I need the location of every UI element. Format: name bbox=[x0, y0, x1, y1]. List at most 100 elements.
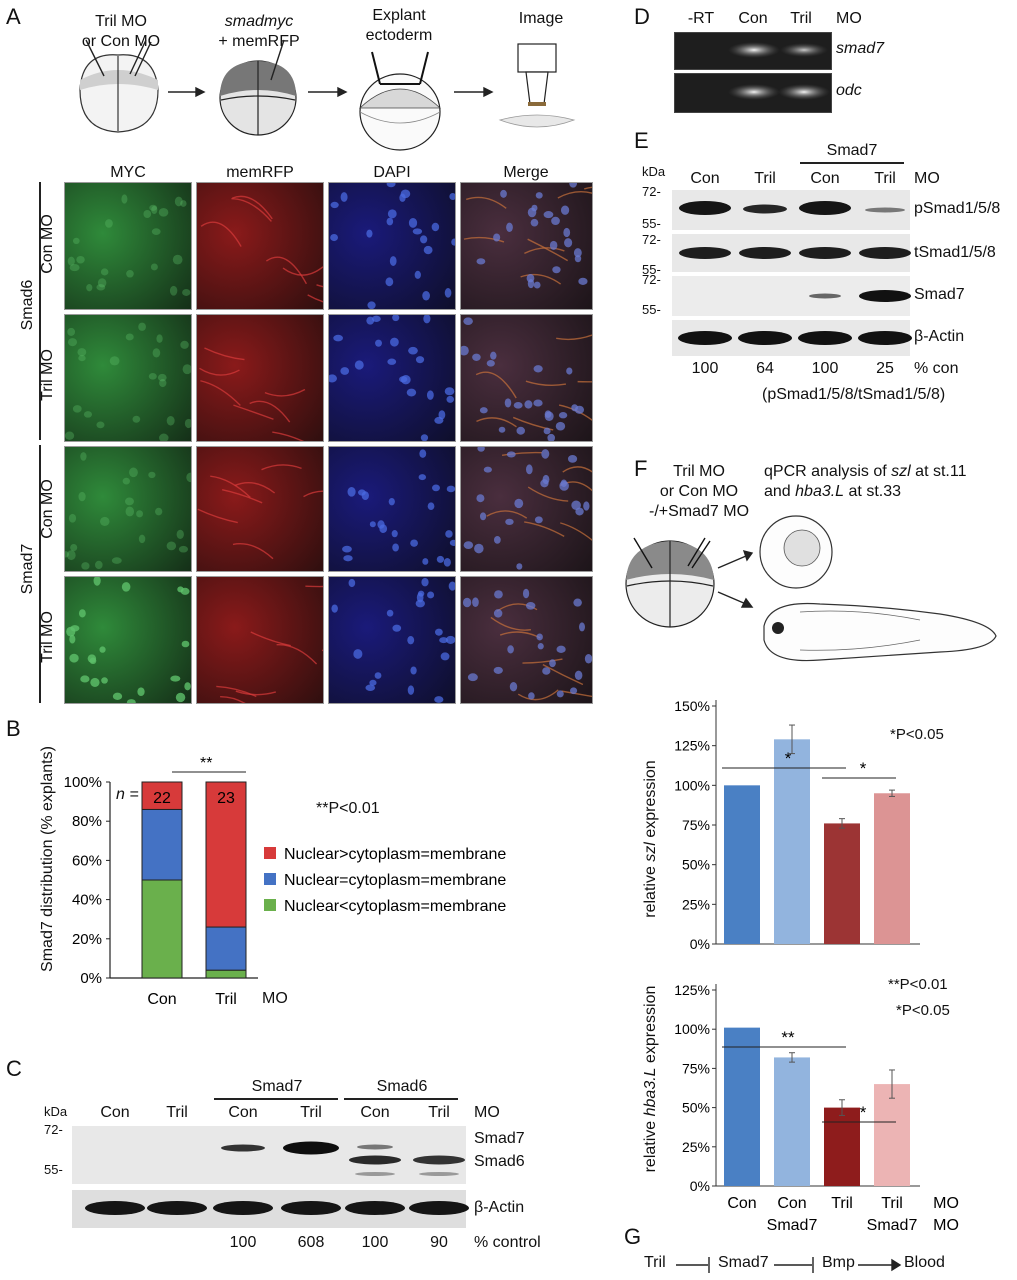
c-loading-label: β-Actin bbox=[474, 1199, 525, 1216]
step4-label: Image bbox=[518, 10, 564, 27]
c-group-smad6: Smad6 bbox=[376, 1078, 428, 1095]
e-marker-4: 55- bbox=[642, 262, 661, 277]
f2-xlabel-row1: Tril bbox=[831, 1195, 853, 1212]
micrograph-smad7-tril-dapi bbox=[328, 576, 456, 704]
c-kda: kDa bbox=[44, 1104, 68, 1119]
micrograph-smad6-con-memrfp bbox=[196, 182, 324, 310]
d-band-smad7-con bbox=[728, 42, 780, 58]
c-bracket-smad7 bbox=[214, 1098, 338, 1100]
b-ytick-label: 80% bbox=[72, 813, 102, 830]
e-band-label-smad7: Smad7 bbox=[914, 286, 965, 303]
e-band-psmad-1 bbox=[679, 201, 731, 215]
e-band-actin-4 bbox=[858, 331, 912, 345]
c-marker-72: 72- bbox=[44, 1122, 63, 1137]
e-band-actin-2 bbox=[738, 331, 792, 345]
c-quant-2: 608 bbox=[297, 1234, 325, 1251]
c-lane-4: Tril bbox=[300, 1104, 322, 1121]
f1-bar bbox=[724, 785, 760, 944]
micrograph-smad6-tril-myc bbox=[64, 314, 192, 442]
e-marker-2: 55- bbox=[642, 216, 661, 231]
panel-label-b: B bbox=[6, 716, 21, 741]
micrograph-smad7-tril-myc bbox=[64, 576, 192, 704]
b-ytick-label: 40% bbox=[72, 892, 102, 909]
two-cell-embryo-icon bbox=[79, 39, 159, 133]
f2-sig-mark: * bbox=[860, 1103, 867, 1122]
e-marker-6: 55- bbox=[642, 302, 661, 317]
c-band-smad7-lane4 bbox=[283, 1141, 339, 1155]
c-quant-1: 100 bbox=[229, 1234, 257, 1251]
b-bar-segment bbox=[205, 781, 247, 928]
f2-ytick-label: 50% bbox=[682, 1100, 710, 1116]
c-lane-1: Con bbox=[100, 1104, 130, 1121]
panel-label-e: E bbox=[634, 128, 649, 153]
b-ytick-label: 60% bbox=[72, 852, 102, 869]
b-legend-label: Nuclear=cytoplasm=membrane bbox=[284, 872, 506, 889]
d-mo: MO bbox=[836, 10, 862, 27]
e-band-label-actin: β-Actin bbox=[914, 328, 965, 345]
b-legend-swatch bbox=[264, 873, 276, 885]
c-band-smad6-lane6 bbox=[413, 1155, 465, 1165]
b-legend-swatch bbox=[264, 899, 276, 911]
e-marker-3: 72- bbox=[642, 232, 661, 247]
b-ytick-label: 0% bbox=[80, 970, 102, 987]
b-ytick-label: 20% bbox=[72, 931, 102, 948]
f2-xlabel-row1: Con bbox=[727, 1195, 756, 1212]
b-bar-segment bbox=[141, 781, 183, 810]
g-node-bmp: Bmp bbox=[822, 1254, 855, 1271]
e-band-psmad-4 bbox=[865, 207, 905, 213]
e-quant-label: % con bbox=[914, 360, 959, 377]
e-quant-3: 100 bbox=[811, 360, 839, 377]
b-note: **P<0.01 bbox=[316, 800, 380, 817]
micrograph-smad7-con-merge bbox=[460, 446, 593, 572]
f1-bar bbox=[774, 739, 810, 944]
c-mo: MO bbox=[474, 1104, 500, 1121]
c-band-actin-1 bbox=[85, 1201, 145, 1215]
f2-xlabel-row1: MO bbox=[933, 1195, 959, 1212]
f2-xlabel-row2: Smad7 bbox=[867, 1217, 918, 1234]
b-n-value: 22 bbox=[153, 790, 171, 807]
micrograph-smad6-tril-dapi bbox=[328, 314, 456, 442]
f2-note-2: *P<0.05 bbox=[896, 1002, 950, 1019]
microscope-icon bbox=[498, 43, 576, 128]
f2-note-1: **P<0.01 bbox=[888, 976, 948, 993]
e-band-label-tsmad: tSmad1/5/8 bbox=[914, 244, 996, 261]
c-blot-smad bbox=[72, 1126, 466, 1184]
e-band-tsmad-4 bbox=[859, 247, 911, 259]
b-mo-label: MO bbox=[262, 990, 288, 1007]
c-marker-55: 55- bbox=[44, 1162, 63, 1177]
e-marker-5: 72- bbox=[642, 272, 661, 287]
f1-sig-mark: * bbox=[785, 749, 792, 768]
e-band-actin-1 bbox=[678, 331, 732, 345]
e-band-tsmad-3 bbox=[799, 247, 851, 259]
group-bracket-smad7 bbox=[39, 445, 41, 703]
b-bar-segment bbox=[205, 926, 247, 971]
f2-xlabel-row1: Tril bbox=[881, 1195, 903, 1212]
panel-label-c: C bbox=[6, 1056, 22, 1081]
d-band-odc-con bbox=[728, 84, 780, 100]
d-lane-rt: -RT bbox=[687, 10, 715, 27]
c-lane-2: Tril bbox=[166, 1104, 188, 1121]
f2-xlabel-row2: MO bbox=[933, 1217, 959, 1234]
micrograph-smad6-con-dapi bbox=[328, 182, 456, 310]
f-injection-label: Tril MO or Con MO -/+Smad7 MO bbox=[648, 463, 750, 520]
c-band-actin-4 bbox=[281, 1201, 341, 1215]
f1-ytick-label: 50% bbox=[682, 857, 710, 873]
e-quant-4: 25 bbox=[876, 360, 894, 377]
f1-bar bbox=[874, 793, 910, 944]
c-group-smad7: Smad7 bbox=[251, 1078, 303, 1095]
e-lane-3: Con bbox=[810, 170, 840, 187]
e-marker-1: 72- bbox=[642, 184, 661, 199]
c-quant-4: 90 bbox=[430, 1234, 448, 1251]
f2-bar bbox=[724, 1027, 760, 1186]
c-band-actin-5 bbox=[345, 1201, 405, 1215]
c-quant-label: % control bbox=[474, 1234, 541, 1251]
f2-xlabel-row2: Smad7 bbox=[767, 1217, 818, 1234]
f1-ytick-label: 100% bbox=[674, 777, 710, 793]
arrows bbox=[717, 550, 754, 608]
e-lane-2: Tril bbox=[754, 170, 776, 187]
